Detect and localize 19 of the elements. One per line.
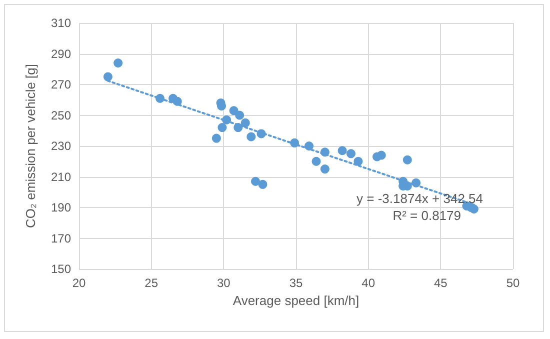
x-axis-title: Average speed [km/h] <box>232 292 360 308</box>
y-tick-label: 250 <box>50 108 72 122</box>
x-tick-label: 20 <box>72 276 86 290</box>
annotation: R² = 0.8179 <box>392 208 461 223</box>
x-tick-label: 45 <box>434 276 448 290</box>
y-tick-label: 230 <box>50 139 72 153</box>
y-tick-label: 190 <box>50 200 72 214</box>
y-tick-label: 270 <box>50 78 72 92</box>
y-tick-label: 210 <box>50 170 72 184</box>
x-tick-label: 30 <box>216 276 231 290</box>
x-tick-label: 40 <box>362 276 376 290</box>
y-axis-title: CO₂ emission per vehicle [g] <box>23 64 38 228</box>
y-tick-label: 170 <box>50 231 72 246</box>
y-tick-label: 290 <box>50 46 72 61</box>
x-tick-label: 50 <box>506 276 520 290</box>
y-tick-label: 310 <box>50 16 72 30</box>
x-tick-label: 25 <box>144 276 158 290</box>
x-tick-label: 35 <box>289 276 303 290</box>
y-tick-label: 150 <box>50 262 72 276</box>
